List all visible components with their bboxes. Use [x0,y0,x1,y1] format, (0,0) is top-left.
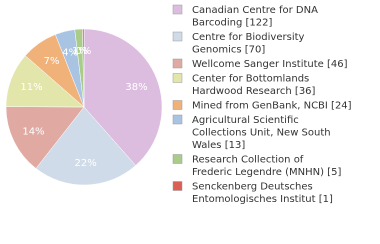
legend-label: Wellcome Sanger Institute [46] [192,59,348,70]
legend-label: Hardwood Research [36] [192,86,316,97]
legend-label: Wales [13] [192,140,245,151]
legend-swatch [172,31,183,42]
legend-label: Collections Unit, New South [192,128,331,139]
slice-label: 22% [75,158,97,169]
pie-slice [35,106,136,186]
legend-swatch [172,181,183,191]
legend-label: Canadian Centre for DNA [192,5,318,16]
legend-swatch [172,100,183,110]
legend-swatch [172,154,183,164]
legend-label: Agricultural Scientific [192,115,299,126]
slice-label: 4% [62,48,78,59]
legend-label: Barcoding [122] [192,18,272,29]
slice-label: 0% [76,46,92,57]
legend-label: Research Collection of [192,155,304,166]
legend-label: Frederic Legendre (MNHN) [5] [192,167,341,178]
legend-label: Genomics [70] [192,45,265,56]
legend-label: Senckenberg Deutsches [192,182,313,193]
legend-swatch [172,114,183,125]
slice-label: 14% [22,126,44,137]
legend-label: Mined from GenBank, NCBI [24] [192,101,352,112]
slice-label: 7% [44,56,60,67]
slice-label: 11% [20,82,42,93]
pie-slice [5,106,85,169]
slice-label: 1% [72,46,88,57]
pie-slice [82,28,85,108]
pie-slice [83,28,163,166]
legend-label: Entomologisches Institut [1] [192,194,333,205]
legend-swatch [172,4,183,15]
legend-label: Centre for Biodiversity [192,32,305,43]
slice-label: 38% [125,82,147,93]
legend-label: Center for Bottomlands [192,74,309,85]
legend-swatch [172,58,183,69]
legend-swatch [172,73,183,83]
